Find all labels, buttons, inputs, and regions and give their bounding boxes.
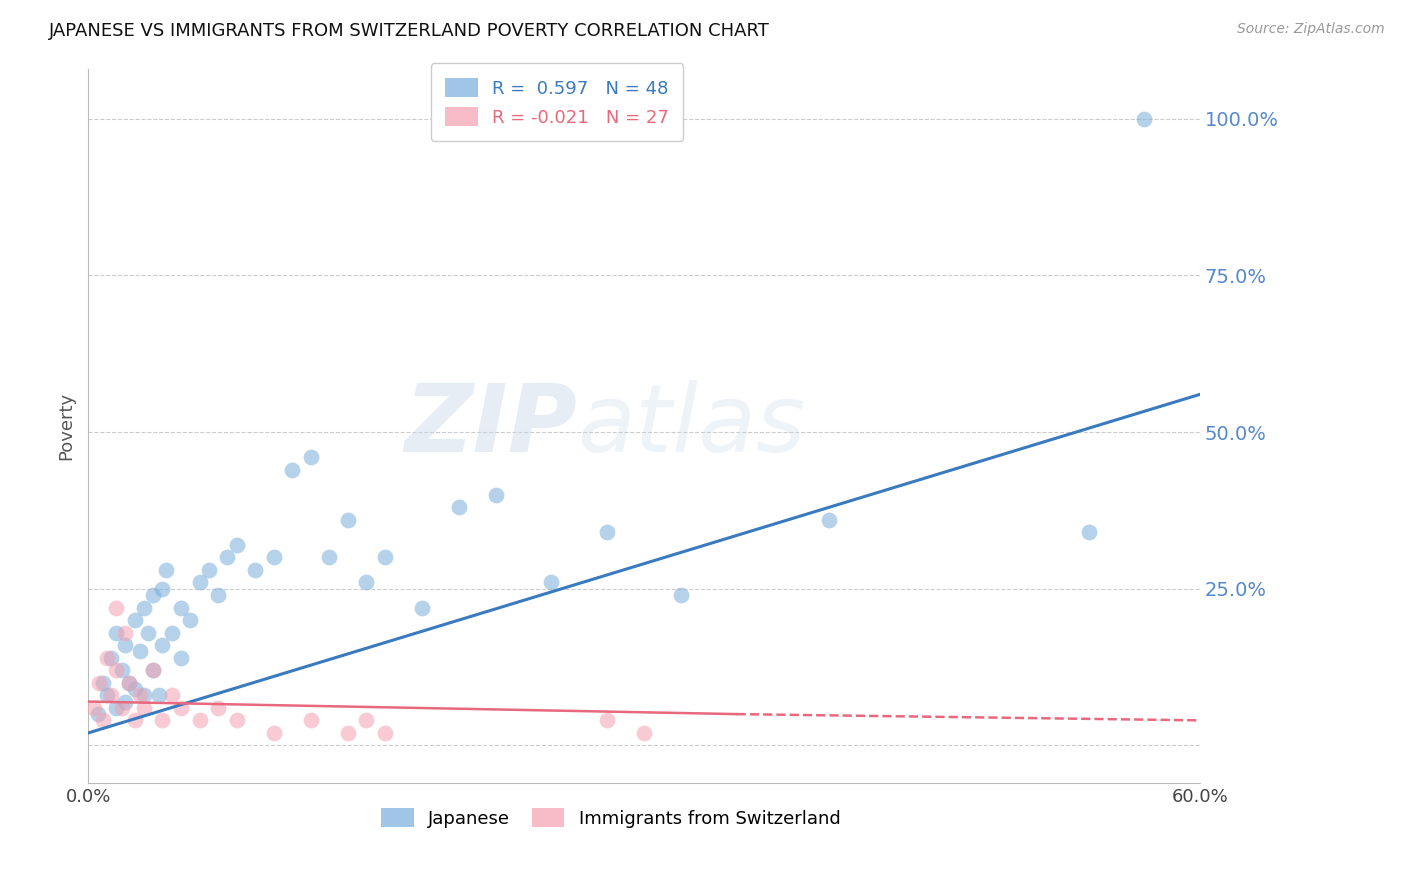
- Point: [170, 650, 193, 665]
- Point: [118, 675, 141, 690]
- Point: [91, 675, 114, 690]
- Point: [217, 550, 239, 565]
- Point: [207, 701, 229, 715]
- Point: [170, 600, 193, 615]
- Point: [132, 701, 155, 715]
- Point: [447, 500, 470, 515]
- Point: [105, 625, 128, 640]
- Point: [105, 701, 128, 715]
- Point: [142, 588, 165, 602]
- Text: Source: ZipAtlas.com: Source: ZipAtlas.com: [1237, 22, 1385, 37]
- Point: [299, 714, 322, 728]
- Point: [596, 714, 619, 728]
- Point: [152, 714, 174, 728]
- Point: [105, 663, 128, 677]
- Point: [124, 613, 146, 627]
- Point: [105, 600, 128, 615]
- Point: [129, 644, 152, 658]
- Point: [411, 600, 433, 615]
- Point: [96, 688, 118, 702]
- Point: [281, 463, 304, 477]
- Point: [124, 681, 146, 696]
- Point: [188, 575, 211, 590]
- Point: [336, 726, 359, 740]
- Point: [89, 675, 111, 690]
- Point: [132, 600, 155, 615]
- Point: [818, 513, 841, 527]
- Point: [354, 575, 377, 590]
- Y-axis label: Poverty: Poverty: [58, 392, 75, 460]
- Point: [225, 538, 247, 552]
- Point: [354, 714, 377, 728]
- Text: atlas: atlas: [578, 380, 806, 471]
- Point: [100, 650, 122, 665]
- Point: [114, 695, 136, 709]
- Point: [96, 650, 118, 665]
- Point: [179, 613, 201, 627]
- Point: [540, 575, 562, 590]
- Point: [142, 663, 165, 677]
- Text: ZIP: ZIP: [405, 380, 578, 472]
- Point: [263, 726, 285, 740]
- Point: [160, 688, 183, 702]
- Point: [148, 688, 170, 702]
- Point: [197, 563, 219, 577]
- Point: [129, 688, 152, 702]
- Point: [485, 488, 508, 502]
- Point: [155, 563, 177, 577]
- Point: [243, 563, 266, 577]
- Point: [170, 701, 193, 715]
- Point: [111, 701, 134, 715]
- Point: [336, 513, 359, 527]
- Point: [1077, 525, 1099, 540]
- Legend: Japanese, Immigrants from Switzerland: Japanese, Immigrants from Switzerland: [374, 800, 848, 835]
- Point: [374, 726, 396, 740]
- Point: [132, 688, 155, 702]
- Point: [100, 688, 122, 702]
- Point: [263, 550, 285, 565]
- Text: JAPANESE VS IMMIGRANTS FROM SWITZERLAND POVERTY CORRELATION CHART: JAPANESE VS IMMIGRANTS FROM SWITZERLAND …: [49, 22, 770, 40]
- Point: [374, 550, 396, 565]
- Point: [188, 714, 211, 728]
- Point: [124, 714, 146, 728]
- Point: [111, 663, 134, 677]
- Point: [318, 550, 340, 565]
- Point: [86, 707, 108, 722]
- Point: [91, 714, 114, 728]
- Point: [136, 625, 159, 640]
- Point: [299, 450, 322, 464]
- Point: [669, 588, 692, 602]
- Point: [114, 625, 136, 640]
- Point: [118, 675, 141, 690]
- Point: [1133, 112, 1156, 126]
- Point: [152, 582, 174, 596]
- Point: [225, 714, 247, 728]
- Point: [152, 638, 174, 652]
- Point: [83, 701, 105, 715]
- Point: [207, 588, 229, 602]
- Point: [160, 625, 183, 640]
- Point: [142, 663, 165, 677]
- Point: [633, 726, 655, 740]
- Point: [596, 525, 619, 540]
- Point: [114, 638, 136, 652]
